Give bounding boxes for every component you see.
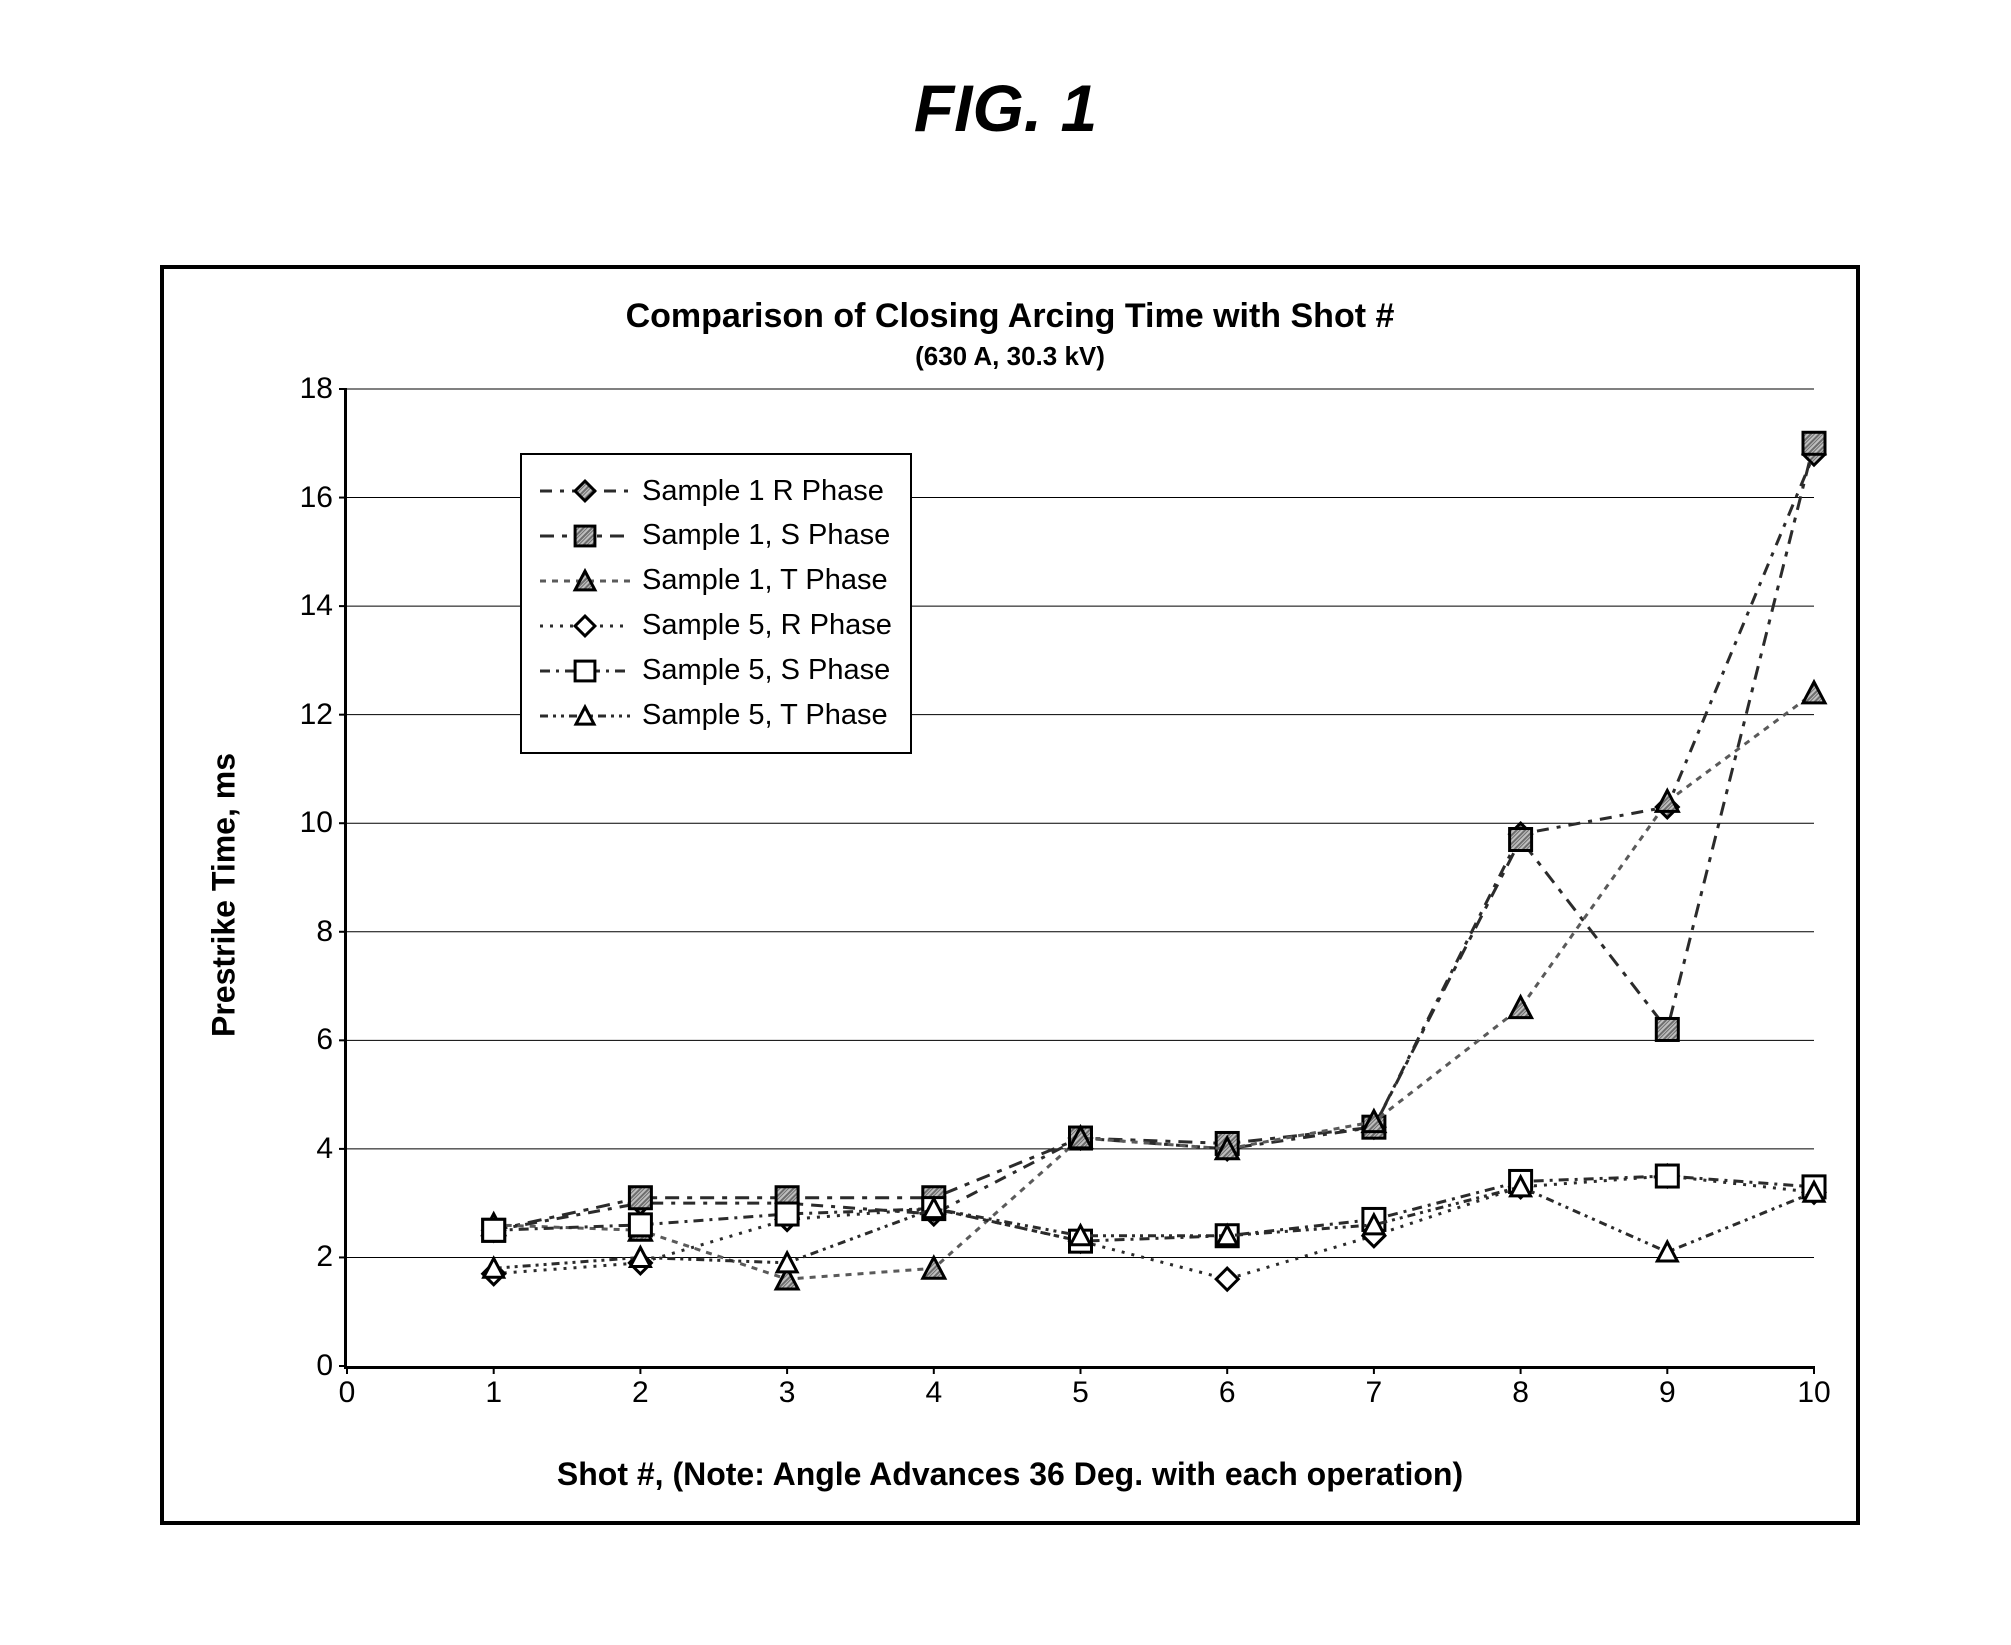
- legend-item: Sample 1, T Phase: [540, 558, 892, 603]
- x-tick-label: 2: [632, 1376, 649, 1410]
- legend-label: Sample 5, R Phase: [642, 603, 892, 648]
- x-tick-label: 9: [1659, 1376, 1676, 1410]
- x-tick-label: 10: [1797, 1376, 1830, 1410]
- y-tick-label: 4: [316, 1132, 333, 1166]
- y-tick-label: 16: [300, 481, 333, 515]
- y-tick-label: 0: [316, 1349, 333, 1383]
- y-tick-label: 8: [316, 915, 333, 949]
- x-tick-label: 5: [1072, 1376, 1089, 1410]
- legend-swatch: [540, 477, 630, 505]
- x-tick-label: 8: [1512, 1376, 1529, 1410]
- legend-item: Sample 1 R Phase: [540, 469, 892, 514]
- y-tick-label: 18: [300, 372, 333, 406]
- y-tick-label: 6: [316, 1023, 333, 1057]
- y-tick-label: 12: [300, 698, 333, 732]
- legend-item: Sample 5, S Phase: [540, 648, 892, 693]
- chart-subtitle: (630 A, 30.3 kV): [164, 341, 1856, 372]
- legend-swatch: [540, 567, 630, 595]
- x-tick-label: 0: [339, 1376, 356, 1410]
- legend-label: Sample 5, T Phase: [642, 693, 888, 738]
- legend-label: Sample 1, T Phase: [642, 558, 888, 603]
- y-tick-label: 10: [300, 806, 333, 840]
- legend-swatch: [540, 612, 630, 640]
- legend-swatch: [540, 522, 630, 550]
- y-axis-label: Prestrike Time, ms: [206, 753, 243, 1037]
- x-tick-label: 1: [485, 1376, 502, 1410]
- x-axis-label: Shot #, (Note: Angle Advances 36 Deg. wi…: [164, 1456, 1856, 1493]
- legend: Sample 1 R PhaseSample 1, S PhaseSample …: [520, 453, 912, 755]
- legend-label: Sample 1 R Phase: [642, 469, 884, 514]
- legend-swatch: [540, 702, 630, 730]
- x-tick-label: 3: [779, 1376, 796, 1410]
- legend-label: Sample 1, S Phase: [642, 513, 890, 558]
- x-tick-label: 6: [1219, 1376, 1236, 1410]
- chart-frame: Comparison of Closing Arcing Time with S…: [160, 265, 1860, 1525]
- page: FIG. 1 Comparison of Closing Arcing Time…: [0, 0, 2011, 1645]
- x-tick-label: 7: [1366, 1376, 1383, 1410]
- x-tick-label: 4: [925, 1376, 942, 1410]
- y-tick-label: 14: [300, 589, 333, 623]
- legend-item: Sample 1, S Phase: [540, 513, 892, 558]
- y-tick-label: 2: [316, 1240, 333, 1274]
- legend-item: Sample 5, R Phase: [540, 603, 892, 648]
- chart-title: Comparison of Closing Arcing Time with S…: [164, 297, 1856, 336]
- legend-label: Sample 5, S Phase: [642, 648, 890, 693]
- legend-item: Sample 5, T Phase: [540, 693, 892, 738]
- figure-label: FIG. 1: [0, 70, 2011, 146]
- legend-swatch: [540, 657, 630, 685]
